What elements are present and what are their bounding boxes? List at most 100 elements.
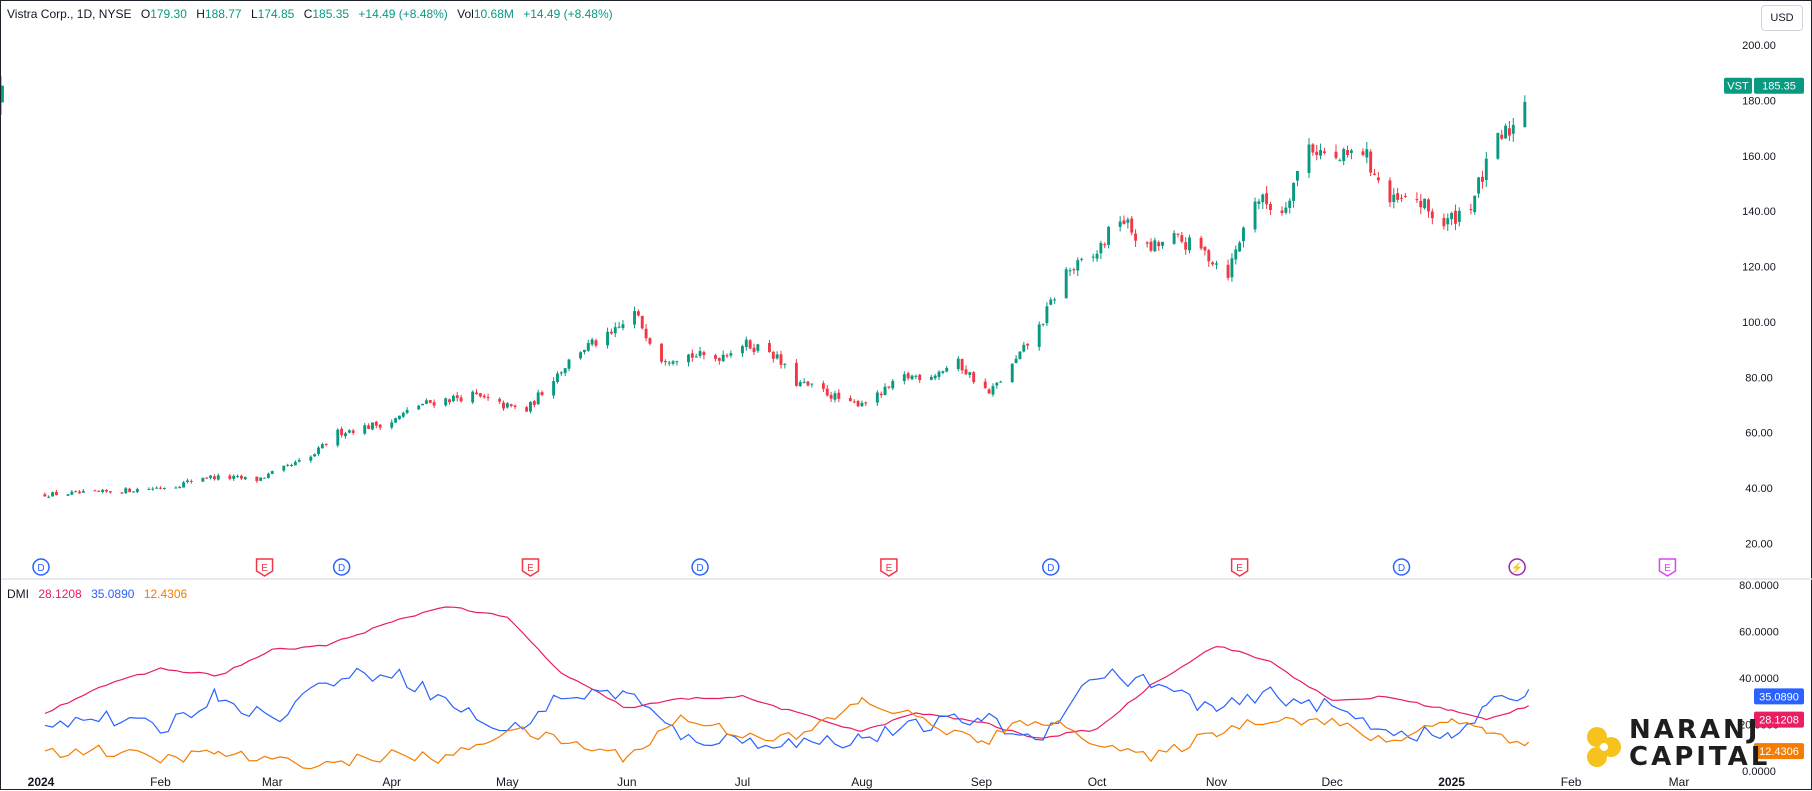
candle-body [1392, 194, 1396, 203]
candle-body [1053, 299, 1057, 301]
candle-body [78, 491, 81, 494]
minus-di-line [44, 696, 1530, 770]
candle-body [1253, 201, 1257, 230]
candle-body [1365, 149, 1369, 158]
candle-body [1280, 210, 1284, 214]
candle-body [1511, 124, 1515, 134]
candle-body [432, 402, 436, 406]
candle-body [475, 392, 478, 395]
candle-body [910, 375, 914, 380]
candle-body [1203, 246, 1207, 251]
candle-body [1188, 237, 1191, 251]
price-tick-label: 120.00 [1742, 262, 1776, 274]
candle-body [1319, 150, 1323, 156]
candle-body [101, 489, 105, 492]
dmi-tick-label: 0.0000 [1742, 766, 1776, 778]
candle-body [1419, 200, 1423, 208]
candle-body [374, 421, 378, 426]
candle-body [1523, 101, 1527, 128]
candle-body [1010, 363, 1014, 383]
candle-body [505, 403, 509, 408]
time-axis[interactable]: 2024 Feb Mar Apr May Jun Jul Aug Sep Oct Nov Dec 202… [28, 775, 1690, 789]
candle-body [1, 85, 4, 103]
candle-body [1322, 151, 1326, 153]
logo-text: NARANJ CAPITAL [1629, 717, 1770, 771]
price-tick-label: 180.00 [1742, 95, 1776, 107]
candle-body [556, 373, 559, 382]
candle-body [933, 375, 937, 379]
candle-body [236, 476, 240, 478]
candle-body [945, 368, 949, 372]
candle-body [748, 340, 752, 349]
candle-body [405, 410, 409, 413]
currency-button[interactable]: USD [1761, 5, 1803, 31]
candle-body [725, 355, 729, 357]
candle-body [120, 492, 124, 494]
candle-body [74, 491, 78, 493]
candle-body [694, 356, 698, 358]
legend-header: Vistra Corp., 1D, NYSE O179.30 H188.77 L… [7, 7, 619, 21]
candle-body [351, 430, 355, 433]
candle-body [609, 331, 613, 334]
candle-body [390, 422, 394, 428]
time-tick-label: Feb [1561, 775, 1582, 789]
candle-body [552, 381, 556, 396]
volume-value: 10.68M [473, 7, 514, 21]
candle-body [201, 477, 205, 482]
dividend-marker-glyph: D [696, 563, 703, 574]
candle-body [1184, 242, 1188, 250]
dmi-tick-label: 60.0000 [1739, 627, 1779, 639]
split-marker-glyph: ⚡ [1511, 561, 1523, 574]
candle-body [1396, 193, 1400, 200]
candle-body [529, 401, 532, 412]
dmi-title[interactable]: DMI [7, 587, 29, 601]
candle-body [363, 425, 367, 434]
candle-body [525, 407, 529, 412]
candle-body [783, 363, 787, 365]
candle-body [1295, 171, 1299, 181]
candle-body [714, 355, 717, 359]
candle-body [290, 465, 293, 467]
candle-body [459, 397, 463, 402]
candle-body [209, 475, 213, 478]
close-value: 185.35 [312, 7, 350, 21]
candle-body [1045, 306, 1049, 324]
candle-body [1207, 250, 1211, 262]
time-tick-label: Jun [617, 775, 636, 789]
price-axis[interactable]: 200.00 180.00 160.00 140.00 120.00 100.00 80.0… [1742, 40, 1776, 550]
candle-body [97, 490, 101, 492]
candle-body [1500, 134, 1504, 139]
price-tick-label: 80.00 [1745, 372, 1773, 384]
symbol-title[interactable]: Vistra Corp., 1D, NYSE [7, 7, 132, 21]
last-price-badge-ticker-bg [1724, 77, 1752, 94]
candle-body [968, 372, 972, 375]
candle-body [1145, 242, 1149, 244]
candle-body [891, 380, 895, 389]
candle-body [660, 343, 663, 362]
candle-body [344, 433, 347, 437]
candle-body [671, 361, 675, 364]
candle-body [47, 496, 51, 498]
candles-layer [1, 76, 1527, 499]
last-price-badge-bg [1754, 77, 1804, 94]
candle-body [779, 354, 783, 365]
time-tick-label: Feb [150, 775, 171, 789]
candle-body [1199, 237, 1203, 249]
candle-body [606, 331, 610, 346]
candle-body [837, 392, 841, 399]
candle-body [178, 486, 182, 488]
candle-body [448, 399, 451, 403]
price-badges: VST 185.35 35.0890 28.1208 12.4306 [1724, 77, 1804, 760]
candle-body [1126, 219, 1130, 223]
candle-body [135, 489, 139, 493]
candle-body [1091, 256, 1095, 258]
earnings-marker [1230, 558, 1249, 577]
candle-body [371, 422, 374, 430]
candle-body [54, 491, 58, 496]
candle-body [132, 491, 135, 493]
future_earnings-marker-glyph: E [1664, 563, 1671, 574]
minus-di-value: 12.4306 [143, 587, 188, 601]
candle-body [159, 487, 162, 489]
